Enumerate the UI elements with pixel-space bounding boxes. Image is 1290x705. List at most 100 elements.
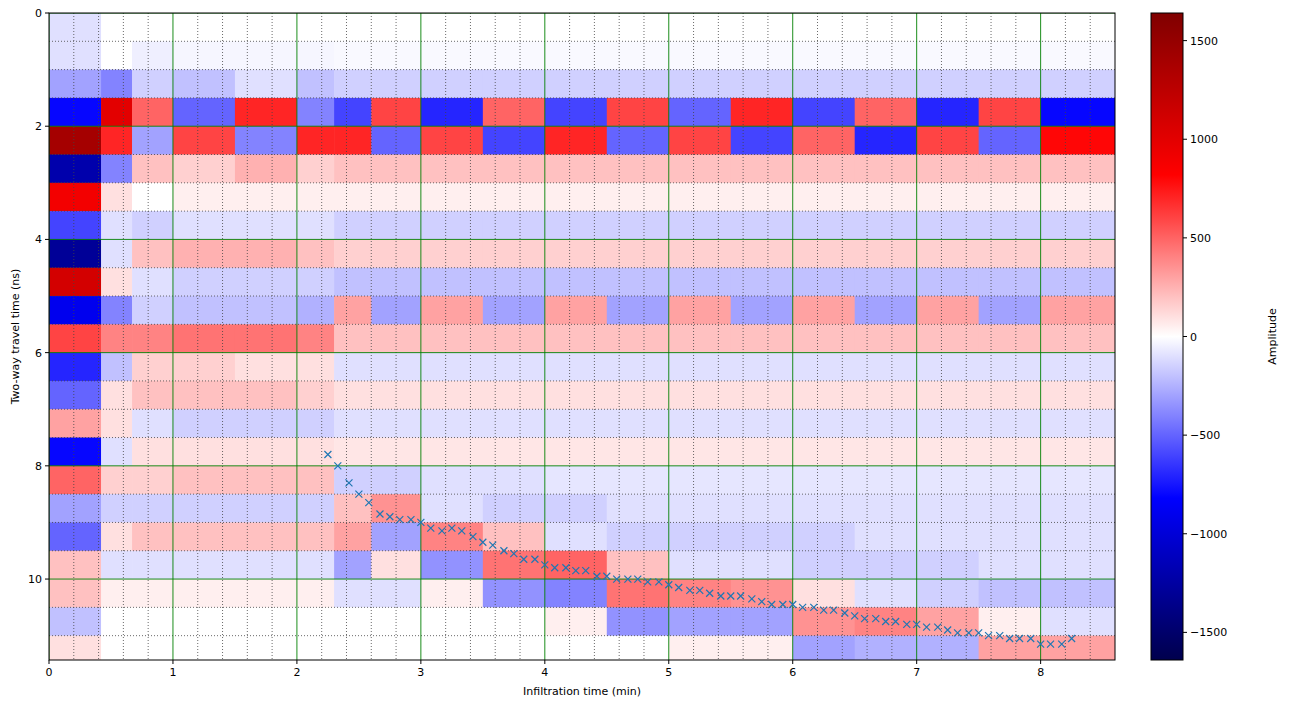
heatmap-cell (334, 353, 372, 382)
heatmap-cell (669, 438, 731, 467)
heatmap-cell (334, 126, 372, 155)
heatmap-cell (297, 70, 335, 99)
minor-grid-line (371, 13, 372, 660)
heatmap-cell (49, 381, 102, 410)
heatmap-cell (545, 438, 607, 467)
scatter-point (717, 593, 724, 600)
heatmap-cell (173, 607, 235, 636)
heatmap-cell (979, 636, 1041, 660)
heatmap-cell (979, 409, 1041, 438)
axes: 0123456780246810Infiltration time (min)T… (9, 7, 1044, 698)
heatmap-cell (979, 268, 1041, 297)
minor-grid-line (49, 182, 1115, 183)
heatmap-cell (607, 70, 669, 99)
heatmap-cell (917, 13, 979, 42)
heatmap-cell (235, 155, 297, 184)
heatmap-cell (979, 438, 1041, 467)
heatmap-cell (421, 579, 483, 608)
heatmap-cell (545, 41, 607, 70)
minor-grid-line (346, 13, 347, 660)
heatmap-cell (731, 409, 793, 438)
heatmap-cell (731, 607, 793, 636)
heatmap-cell (483, 353, 545, 382)
heatmap-cell (421, 41, 483, 70)
heatmap-cell (297, 296, 335, 325)
heatmap-cell (173, 296, 235, 325)
heatmap-cell (855, 438, 917, 467)
heatmap-cell (334, 381, 372, 410)
heatmap-cell (334, 494, 372, 523)
heatmap-cell (731, 494, 793, 523)
heatmap-cell (483, 636, 545, 660)
heatmap-cell (979, 579, 1041, 608)
minor-grid-line (49, 97, 1115, 98)
x-tick-label: 8 (1037, 666, 1044, 679)
heatmap-cell (917, 438, 979, 467)
heatmap-cell (545, 268, 607, 297)
heatmap-cell (979, 70, 1041, 99)
heatmap-cell (1041, 353, 1115, 382)
heatmap-cell (421, 466, 483, 495)
heatmap-cell (917, 636, 979, 660)
heatmap-cell (101, 494, 132, 523)
heatmap-cell (731, 155, 793, 184)
heatmap-cell (101, 98, 132, 127)
heatmap-cell (421, 607, 483, 636)
heatmap-cell (1041, 183, 1115, 212)
heatmap-cell (979, 126, 1041, 155)
minor-grid-line (321, 13, 322, 660)
heatmap-cell (917, 41, 979, 70)
heatmap-cell (173, 98, 235, 127)
x-tick-label: 6 (789, 666, 796, 679)
scatter-point (841, 610, 848, 617)
heatmap-cell (855, 324, 917, 353)
minor-grid-line (49, 296, 1115, 297)
heatmap-cell (669, 98, 731, 127)
scatter-point (985, 632, 992, 639)
heatmap-cell (235, 268, 297, 297)
heatmap-cell (483, 296, 545, 325)
heatmap-cell (669, 155, 731, 184)
heatmap-cell (483, 381, 545, 410)
heatmap-cell (607, 13, 669, 42)
heatmap-cell (421, 70, 483, 99)
heatmap-cell (669, 551, 731, 580)
scatter-point (706, 590, 713, 597)
heatmap-cell (607, 41, 669, 70)
scatter-point (489, 542, 496, 549)
heatmap-cell (793, 438, 855, 467)
heatmap-cell (297, 41, 335, 70)
minor-grid-line (966, 13, 967, 660)
heatmap-cell (545, 155, 607, 184)
heatmap-cell (297, 239, 335, 268)
heatmap-cell (979, 466, 1041, 495)
scatter-point (634, 576, 641, 583)
heatmap-cell (49, 353, 102, 382)
heatmap-cell (297, 438, 335, 467)
heatmap-cell (235, 636, 297, 660)
x-tick (296, 660, 297, 664)
heatmap-cell (607, 636, 669, 660)
heatmap-cell (793, 636, 855, 660)
heatmap-cell (235, 41, 297, 70)
x-tick-label: 4 (541, 666, 548, 679)
heatmap-cell (545, 353, 607, 382)
heatmap-cell (297, 494, 335, 523)
heatmap-cell (731, 438, 793, 467)
minor-grid-line (49, 69, 1115, 70)
minor-grid-line (1015, 13, 1016, 660)
heatmap-cell (235, 409, 297, 438)
heatmap-cell (669, 183, 731, 212)
heatmap-cell (731, 466, 793, 495)
heatmap-cell (132, 296, 173, 325)
heatmap-cell (101, 183, 132, 212)
heatmap-cell (101, 324, 132, 353)
heatmap-cell (297, 126, 335, 155)
heatmap-cell (421, 268, 483, 297)
heatmap-cell (793, 211, 855, 240)
heatmap-cell (173, 494, 235, 523)
heatmap-cell (855, 268, 917, 297)
y-tick (45, 465, 49, 466)
heatmap-cell (793, 324, 855, 353)
heatmap-cell (917, 126, 979, 155)
